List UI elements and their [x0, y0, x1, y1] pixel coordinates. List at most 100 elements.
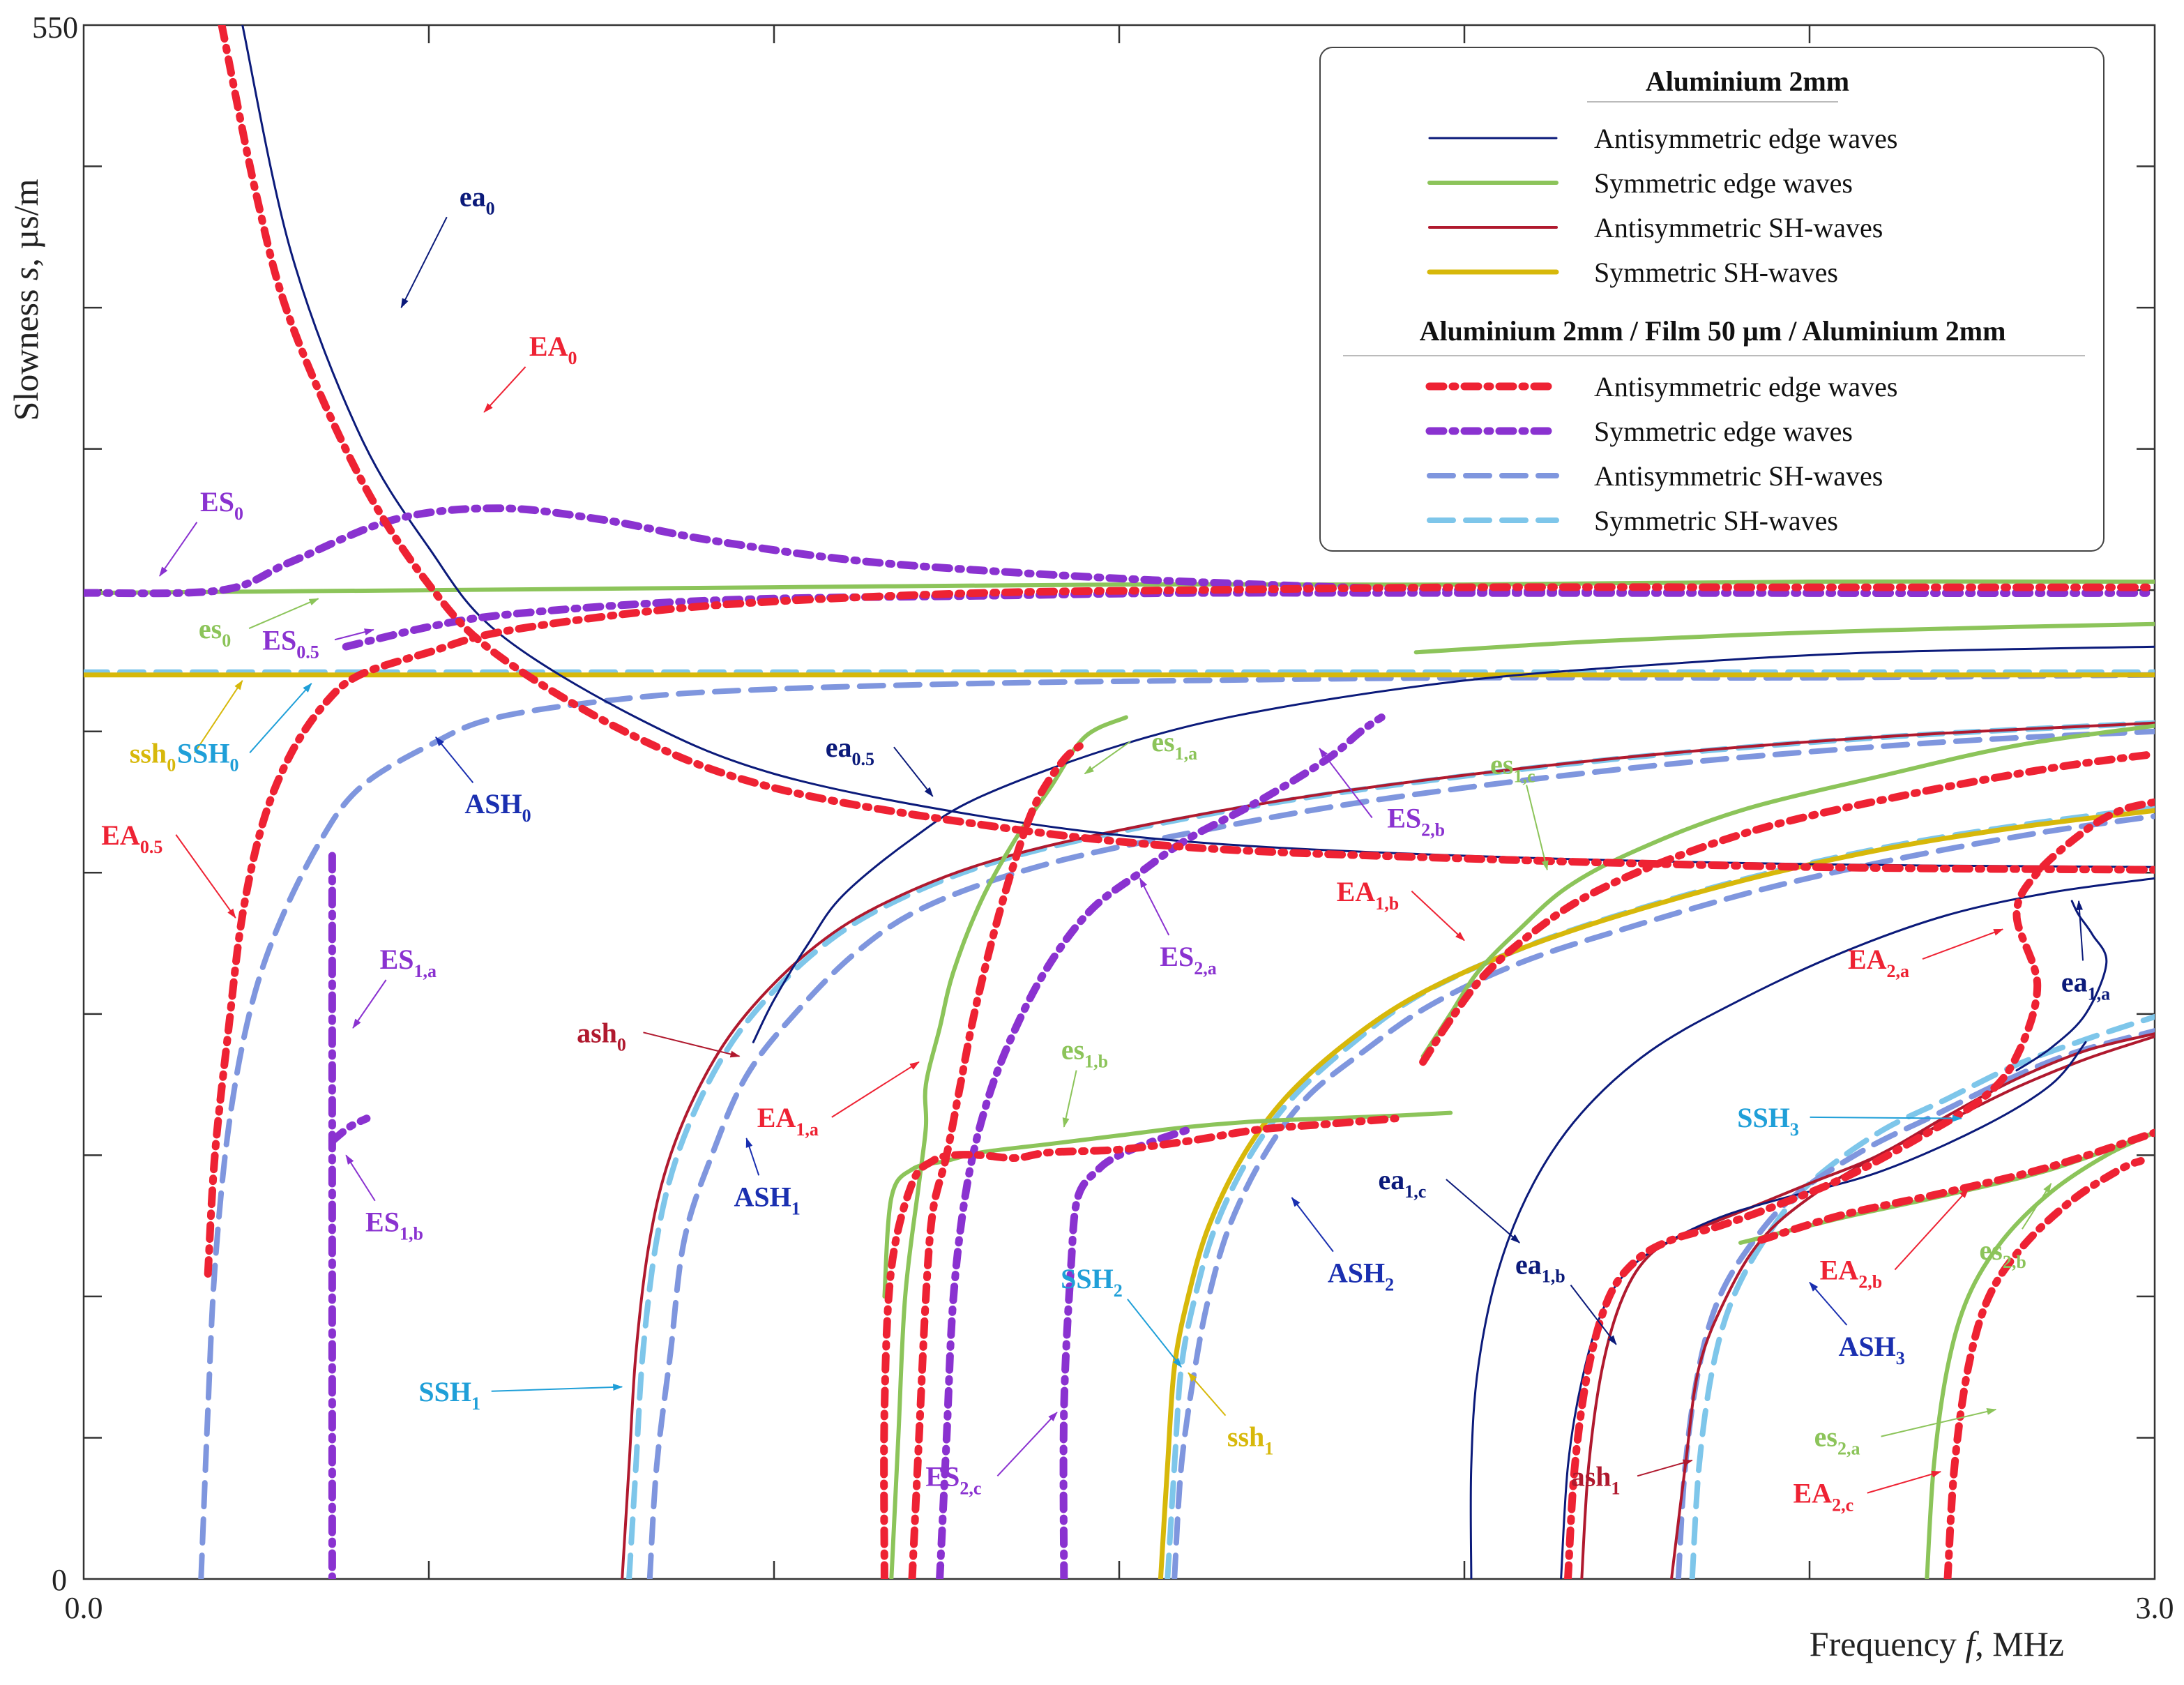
curve-es-1-b [328, 1114, 371, 1145]
annotation-subscript: 2,a [1837, 1439, 1860, 1459]
annotation-label: ES2,a [1160, 941, 1216, 978]
legend-group-1-title: Aluminium 2mm [1646, 66, 1849, 97]
y-tick-label-max: 550 [32, 10, 78, 45]
annotation-ash-0: ash0 [577, 1017, 741, 1058]
y-axis-label: Slowness s, µs/m [6, 179, 45, 421]
annotation-arrow [483, 366, 526, 413]
annotation-arrow [1881, 1408, 1997, 1437]
annotation-subscript: 0.5 [852, 749, 875, 769]
annotation-ea-1-a: EA1,a [757, 1061, 920, 1140]
annotation-label: ASH1 [734, 1181, 800, 1218]
annotation-label: ES0.5 [262, 624, 319, 662]
annotation-label: ea1,b [1515, 1249, 1565, 1287]
annotation-subscript: 2 [1385, 1275, 1394, 1295]
annotation-subscript: 1,b [400, 1224, 423, 1244]
annotation-arrow [1526, 785, 1549, 871]
annotation-label: SSH0 [177, 737, 239, 775]
x-axis-label-prefix: Frequency [1810, 1624, 1966, 1663]
annotation-arrow [491, 1383, 623, 1392]
curve-ea-1-b [1419, 750, 2155, 1066]
annotation-arrow [248, 598, 319, 629]
annotation-subscript: 1,a [1175, 743, 1198, 764]
annotation-label: ES2,b [1387, 802, 1445, 840]
x-tick-label-min: 0.0 [65, 1591, 103, 1625]
curve-es-2-a [936, 713, 1386, 1579]
annotation-subscript: 1,c [1404, 1181, 1426, 1202]
annotation-arrow [1446, 1179, 1520, 1244]
annotation-arrow [1570, 1284, 1617, 1345]
curve-ssh-2 [1165, 805, 2155, 1579]
curve-es-1-b [882, 1110, 1453, 1299]
legend-label-EA: Antisymmetric edge waves [1594, 371, 1897, 402]
annotation-es-0-5: ES0.5 [262, 624, 374, 662]
annotation-es-1-a: ES1,a [352, 944, 437, 1029]
annotation-label: EA1,b [1337, 876, 1400, 914]
curve-ea-1-a [2015, 900, 2108, 1072]
annotation-subscript: 1,b [1084, 1052, 1108, 1072]
annotation-subscript: 0 [617, 1034, 626, 1055]
legend-label-ash: Antisymmetric SH-waves [1594, 212, 1883, 243]
annotation-ea-1-a: ea1,a [2061, 900, 2110, 1004]
annotation-ea-0-5: ea0.5 [826, 732, 934, 797]
annotation-es-1-b: ES1,b [345, 1154, 423, 1244]
annotation-es-1-a: es1,a [1084, 726, 1198, 775]
annotation-arrow [352, 979, 387, 1029]
annotation-ea-2-c: EA2,c [1793, 1470, 1942, 1516]
annotation-arrow [1062, 1070, 1077, 1128]
annotation-label: ASH3 [1838, 1331, 1904, 1368]
annotation-arrow [1411, 891, 1465, 942]
curve-es-0-5 [342, 589, 2155, 651]
annotation-label: ea1,c [1378, 1164, 1426, 1202]
legend-group-2-title: Aluminium 2mm / Film 50 µm / Aluminium 2… [1420, 315, 2006, 347]
legend-label-es: Symmetric edge waves [1594, 167, 1853, 199]
curve-ea-0 [218, 25, 2155, 874]
annotation-label: EA0 [529, 331, 577, 368]
annotation-ea-1-b: EA1,b [1337, 876, 1465, 942]
curve-ash-1 [1580, 1032, 2155, 1579]
annotation-es-2-b: ES2,b [1319, 748, 1445, 840]
y-axis-label-suffix: , µs/m [6, 179, 45, 266]
annotation-label: SSH2 [1061, 1263, 1123, 1301]
annotation-subscript: 0.5 [296, 642, 319, 662]
annotation-arrow [745, 1138, 760, 1176]
x-tick-label-max: 3.0 [2136, 1591, 2174, 1625]
annotation-arrow [893, 746, 934, 797]
curve-es-2-a [1925, 1131, 2155, 1579]
annotation-subscript: 1 [1612, 1478, 1621, 1498]
curve-ssh-3 [1689, 1013, 2155, 1579]
annotation-arrow [1188, 1372, 1227, 1416]
annotation-label: ash0 [577, 1017, 626, 1055]
annotation-label: es1,c [1490, 748, 1535, 786]
annotation-arrow [1922, 928, 2004, 960]
curve-annotations: ea0 EA0 ES0 es0 ES0.5 ssh0 SSH0 ASH0 EA0.5 ea0.5 e… [101, 181, 2110, 1515]
annotation-subscript: 3 [1896, 1348, 1905, 1368]
annotation-subscript: 1,a [2088, 983, 2111, 1004]
curve-ea-1-a-upper [908, 739, 1089, 1579]
curve-ash-2 [1171, 813, 2155, 1579]
curve-es-0-5 [1413, 621, 2155, 655]
legend-box [1319, 47, 2105, 552]
annotation-ea-0: ea0 [400, 181, 495, 308]
annotation-es-2-c: ES2,c [925, 1412, 1058, 1498]
annotation-ash-1: ASH1 [734, 1138, 801, 1218]
annotation-ssh-0: ssh0 [130, 679, 243, 775]
curve-ea-2-a [1564, 798, 2155, 1579]
annotation-subscript: 0.5 [140, 837, 163, 857]
annotation-label: ea0.5 [826, 732, 874, 769]
annotation-label: ea0 [460, 181, 495, 218]
annotation-label: ea1,a [2061, 966, 2110, 1004]
annotation-subscript: 2 [1114, 1280, 1123, 1301]
annotation-arrow [643, 1032, 741, 1058]
annotation-arrow [194, 679, 243, 753]
annotation-label: ash1 [1571, 1460, 1621, 1498]
annotation-es-0: ES0 [159, 486, 243, 577]
annotation-ash-3: ASH3 [1809, 1281, 1905, 1368]
annotation-ash-2: ASH2 [1291, 1197, 1394, 1295]
curve-ea-0-5 [204, 583, 2155, 1278]
annotation-label: ES0 [200, 486, 243, 524]
curve-es-1-c [1420, 723, 2155, 1059]
curve-ea-0-5 [752, 645, 2155, 1043]
curve-ea-2-c [1943, 1157, 2145, 1579]
annotation-ea-0-5: EA0.5 [101, 819, 236, 919]
annotation-arrow [2076, 900, 2084, 961]
